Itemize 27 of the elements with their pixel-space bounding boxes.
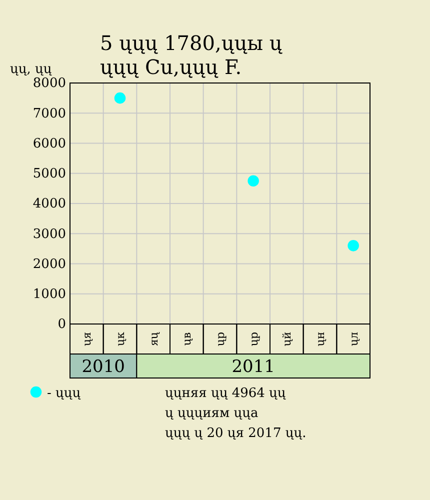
- x-tick-label: ųя: [80, 332, 94, 346]
- legend-label: - ųųų: [47, 386, 82, 401]
- y-tick-label: 8000: [32, 76, 66, 92]
- text: 2010: [82, 357, 125, 377]
- x-tick-label: ųр: [214, 332, 227, 346]
- x-tick-label: ųр: [247, 332, 260, 346]
- y-tick-label: 4000: [32, 196, 66, 212]
- y-tick-label: 2000: [32, 256, 66, 272]
- chart-title: 5 ųųų 1780,ųųы ų ųųų Cu,ųųų F.: [100, 31, 282, 79]
- x-tick-label: ųн: [314, 332, 327, 346]
- y-tick-label: 7000: [32, 106, 66, 122]
- point: [248, 175, 259, 187]
- x-tick-label: ųв: [180, 332, 194, 346]
- point: [114, 92, 126, 104]
- y-tick-label: 0: [58, 317, 66, 332]
- y-tick-label: 3000: [32, 226, 66, 242]
- x-tick-label: яų: [147, 331, 160, 346]
- x-tick-label: ųл: [347, 332, 360, 346]
- point: [348, 240, 359, 252]
- text: ųųняя ųų 4964 ųų ų ųųųиям ųųа ųųų ų 20 ųя 2017 ųų.: [165, 386, 306, 441]
- y-tick-label: 5000: [32, 166, 66, 182]
- x-tick-label: ųй: [280, 332, 294, 346]
- x-tick-label: ųк: [114, 332, 127, 346]
- y-axis-title: ųų, ųų: [10, 62, 52, 77]
- y-tick-label: 6000: [32, 136, 66, 152]
- y-tick-label: 1000: [32, 287, 66, 302]
- text: 2011: [232, 357, 275, 377]
